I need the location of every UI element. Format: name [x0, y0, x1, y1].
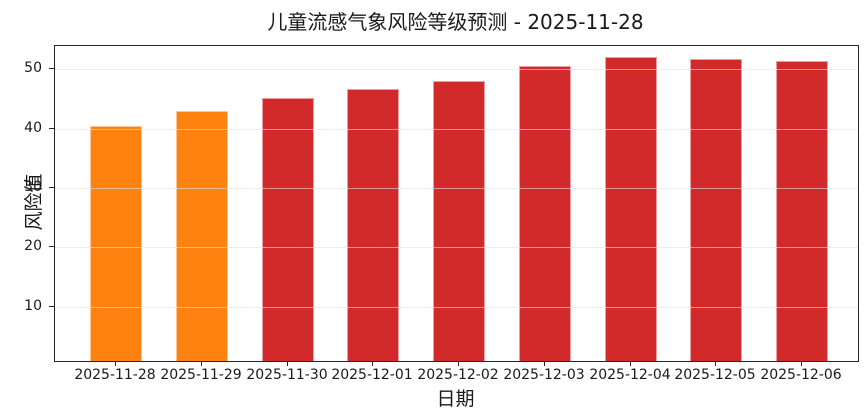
bar-2025-11-28 [90, 126, 142, 361]
x-tick-label-2025-11-30: 2025-11-30 [246, 367, 328, 383]
y-tick-label-40: 40 [24, 120, 42, 136]
x-tick-mark-2025-11-30 [287, 361, 288, 366]
bar-2025-12-02 [433, 81, 485, 361]
x-tick-mark-2025-11-29 [201, 361, 202, 366]
bar-2025-12-03 [519, 66, 571, 361]
bar-2025-11-30 [262, 98, 314, 361]
bar-2025-12-05 [690, 59, 742, 361]
x-tick-label-2025-12-03: 2025-12-03 [503, 367, 585, 383]
x-tick-mark-2025-12-05 [715, 361, 716, 366]
y-tick-label-30: 30 [24, 179, 42, 195]
y-tick-mark-40 [49, 128, 54, 129]
bar-2025-12-04 [605, 57, 657, 361]
x-tick-mark-2025-12-04 [630, 361, 631, 366]
bar-2025-11-29 [176, 111, 228, 361]
bar-2025-12-01 [347, 89, 399, 361]
x-tick-label-2025-12-04: 2025-12-04 [589, 367, 671, 383]
y-tick-label-20: 20 [24, 238, 42, 254]
x-axis-label: 日期 [436, 388, 475, 410]
x-tick-label-2025-11-29: 2025-11-29 [160, 367, 242, 383]
x-tick-label-2025-12-05: 2025-12-05 [674, 367, 756, 383]
chart-title: 儿童流感气象风险等级预测 - 2025-11-28 [267, 10, 644, 34]
x-tick-mark-2025-11-28 [115, 361, 116, 366]
y-tick-mark-20 [49, 246, 54, 247]
bar-2025-12-06 [776, 61, 828, 361]
x-tick-mark-2025-12-03 [544, 361, 545, 366]
x-tick-label-2025-12-06: 2025-12-06 [760, 367, 842, 383]
y-tick-mark-10 [49, 306, 54, 307]
y-tick-mark-30 [49, 187, 54, 188]
x-tick-label-2025-12-01: 2025-12-01 [331, 367, 413, 383]
x-tick-mark-2025-12-06 [801, 361, 802, 366]
y-tick-mark-50 [49, 68, 54, 69]
x-tick-label-2025-11-28: 2025-11-28 [74, 367, 156, 383]
x-tick-mark-2025-12-02 [458, 361, 459, 366]
y-tick-label-10: 10 [24, 298, 42, 314]
x-tick-mark-2025-12-01 [372, 361, 373, 366]
x-tick-label-2025-12-02: 2025-12-02 [417, 367, 499, 383]
y-tick-label-50: 50 [24, 60, 42, 76]
plot-area [54, 45, 859, 362]
